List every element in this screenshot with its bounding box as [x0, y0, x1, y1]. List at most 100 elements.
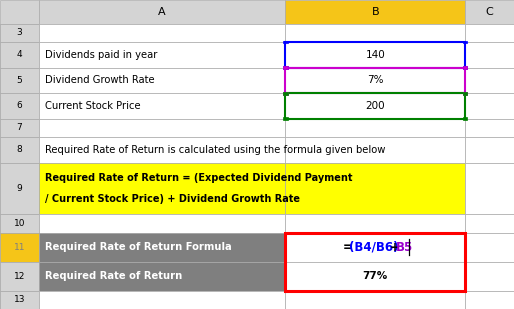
Bar [463, 66, 468, 69]
Bar [0, 262, 39, 291]
Bar [285, 68, 465, 93]
Bar [0, 214, 39, 233]
Bar [465, 42, 514, 68]
Bar [285, 262, 465, 291]
Bar [0, 68, 39, 93]
Bar [0, 119, 39, 137]
Bar [39, 24, 285, 42]
Bar [39, 42, 285, 68]
Bar [0, 68, 39, 93]
Text: Required Rate of Return is calculated using the formula given below: Required Rate of Return is calculated us… [45, 145, 385, 155]
Bar [465, 24, 514, 42]
Bar [285, 233, 465, 262]
Text: 200: 200 [365, 101, 385, 111]
Bar [39, 163, 285, 214]
Bar [0, 93, 39, 119]
Text: 7%: 7% [367, 75, 383, 85]
Text: 6: 6 [16, 101, 22, 111]
Bar [283, 92, 288, 95]
Text: 77%: 77% [362, 271, 388, 281]
Bar [0, 233, 39, 262]
Bar [285, 42, 465, 68]
Bar [465, 233, 514, 262]
Bar [0, 0, 39, 24]
Bar [0, 291, 39, 309]
Bar [463, 92, 468, 95]
Bar [39, 93, 285, 119]
Bar [465, 163, 514, 214]
Bar [39, 291, 285, 309]
Text: 11: 11 [13, 243, 25, 252]
Bar [39, 233, 285, 262]
Bar [39, 0, 285, 24]
Bar [463, 41, 468, 44]
Bar [285, 291, 465, 309]
Text: Dividends paid in year: Dividends paid in year [45, 50, 157, 60]
Bar [463, 66, 468, 69]
Bar [0, 262, 39, 291]
Bar [463, 117, 468, 120]
Bar [465, 0, 514, 24]
Bar [465, 119, 514, 137]
Bar [465, 262, 514, 291]
Bar [465, 93, 514, 119]
Bar [39, 214, 285, 233]
Bar [283, 66, 288, 69]
Bar [0, 24, 39, 42]
Bar [0, 24, 39, 42]
Bar [465, 291, 514, 309]
Bar [0, 233, 39, 262]
Text: 13: 13 [13, 295, 25, 304]
Bar [0, 163, 39, 214]
Bar [285, 119, 465, 137]
Text: Required Rate of Return Formula: Required Rate of Return Formula [45, 242, 231, 252]
Bar [0, 93, 39, 119]
Text: 9: 9 [16, 184, 22, 193]
Bar [0, 163, 39, 214]
Text: B5: B5 [396, 241, 413, 254]
Bar [465, 214, 514, 233]
Text: Current Stock Price: Current Stock Price [45, 101, 140, 111]
Bar [285, 42, 465, 68]
Text: +: + [390, 241, 400, 254]
Text: 10: 10 [13, 219, 25, 228]
Bar [465, 137, 514, 163]
Text: 12: 12 [13, 272, 25, 281]
Bar [285, 68, 465, 93]
Bar [285, 163, 465, 214]
Bar [0, 137, 39, 163]
Bar [285, 233, 465, 291]
Text: A: A [158, 7, 166, 17]
Text: B: B [372, 7, 379, 17]
Text: (B4/B6): (B4/B6) [348, 241, 398, 254]
Bar [39, 119, 285, 137]
Text: 5: 5 [16, 76, 22, 85]
Bar [283, 66, 288, 69]
Bar [0, 42, 39, 68]
Bar [0, 137, 39, 163]
Bar [285, 93, 465, 119]
Text: 4: 4 [16, 50, 22, 59]
Bar [283, 41, 288, 44]
Bar [0, 291, 39, 309]
Bar [0, 42, 39, 68]
Text: Dividend Growth Rate: Dividend Growth Rate [45, 75, 154, 85]
Text: C: C [486, 7, 493, 17]
Text: 3: 3 [16, 28, 22, 37]
Bar [39, 262, 285, 291]
Bar [465, 68, 514, 93]
Bar [285, 0, 465, 24]
Bar [285, 137, 465, 163]
Bar [283, 117, 288, 120]
Text: / Current Stock Price) + Dividend Growth Rate: / Current Stock Price) + Dividend Growth… [45, 194, 300, 204]
Bar [0, 214, 39, 233]
Text: 7: 7 [16, 123, 22, 132]
Bar [463, 92, 468, 95]
Text: Required Rate of Return = (Expected Dividend Payment: Required Rate of Return = (Expected Divi… [45, 173, 352, 183]
Text: 8: 8 [16, 145, 22, 154]
Bar [0, 119, 39, 137]
Text: Required Rate of Return: Required Rate of Return [45, 271, 182, 281]
Bar [39, 68, 285, 93]
Bar [39, 137, 285, 163]
Bar [285, 93, 465, 119]
